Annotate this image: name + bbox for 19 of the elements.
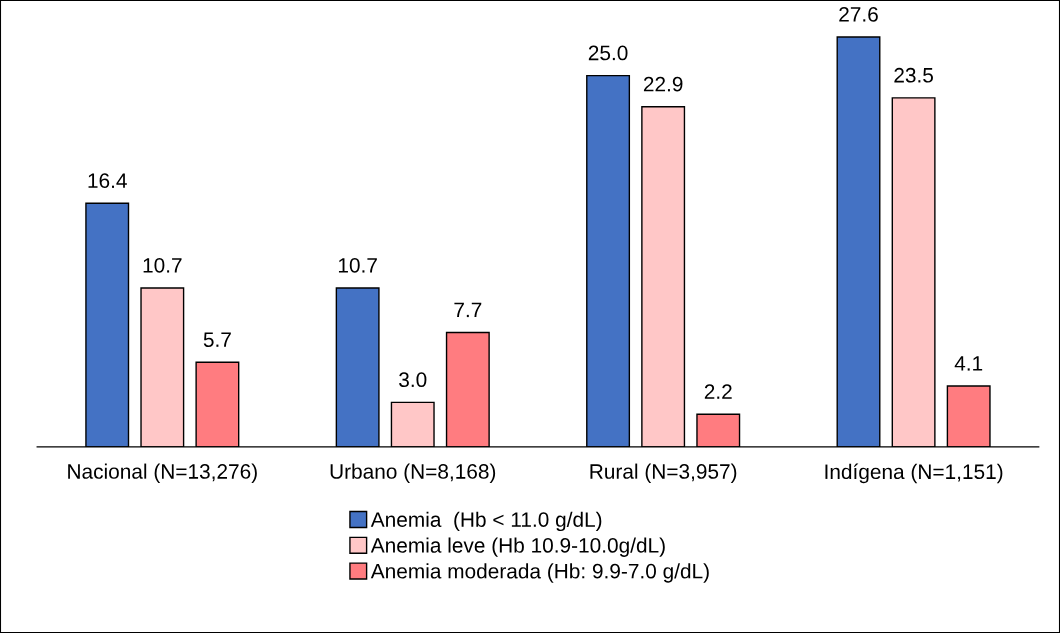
data-label: 4.1 bbox=[954, 356, 983, 371]
data-label: 5.7 bbox=[203, 332, 231, 348]
x-tick-label: Nacional (N=13,276) bbox=[68, 463, 257, 483]
data-label: 7.7 bbox=[454, 302, 482, 318]
x-tick-label: Rural (N=3,957) bbox=[590, 463, 737, 483]
legend-label: Anemia leve (Hb 10.9-10.0g/dL) bbox=[370, 537, 665, 557]
data-label: 16.4 bbox=[88, 173, 127, 189]
data-label: 23.5 bbox=[894, 67, 933, 83]
data-label: 22.9 bbox=[643, 76, 683, 92]
data-label: 25.0 bbox=[588, 45, 628, 61]
legend-label: Anemia (Hb < 11.0 g/dL) bbox=[370, 511, 602, 532]
data-label: 10.7 bbox=[338, 257, 377, 273]
legend-label: Anemia moderada (Hb: 9.9-7.0 g/dL) bbox=[370, 563, 709, 583]
x-tick-label: Urbano (N=8,168) bbox=[330, 463, 496, 483]
data-label: 2.2 bbox=[704, 384, 732, 399]
data-label: 27.6 bbox=[839, 6, 878, 22]
data-label: 3.0 bbox=[399, 372, 427, 388]
x-tick-label: Indígena (N=1,151) bbox=[825, 463, 1003, 484]
data-label: 10.7 bbox=[143, 257, 182, 273]
